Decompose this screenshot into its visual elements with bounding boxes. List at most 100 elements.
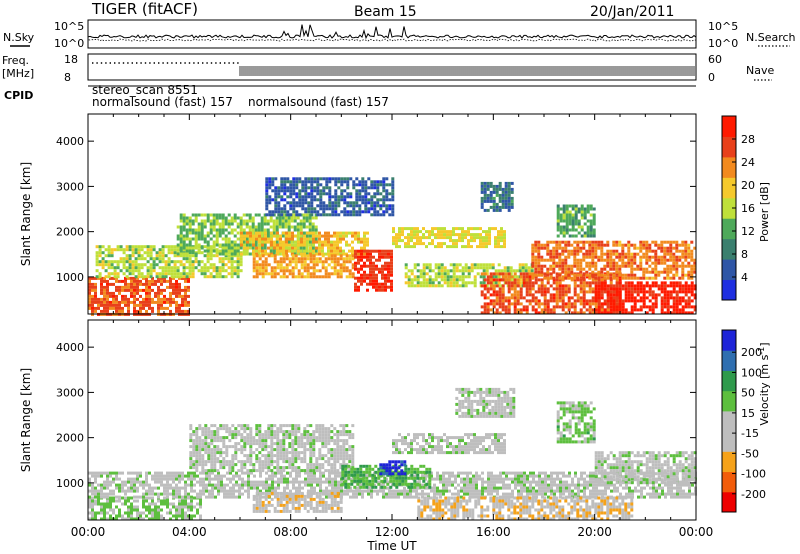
echo-cell (434, 278, 438, 282)
echo-cell (669, 296, 673, 300)
echo-cell (555, 249, 559, 253)
echo-cell (247, 480, 250, 484)
echo-cell (615, 264, 619, 268)
echo-cell (300, 243, 303, 247)
echo-cell (145, 309, 148, 313)
echo-cell (606, 270, 610, 274)
echo-cell (164, 245, 168, 249)
echo-cell (401, 239, 404, 243)
echo-cell (443, 233, 446, 237)
echo-cell (265, 183, 269, 187)
echo-cell (185, 231, 189, 235)
echo-cell (310, 195, 314, 199)
echo-cell (591, 252, 595, 256)
echo-cell (483, 311, 487, 315)
echo-cell (516, 290, 520, 294)
echo-cell (296, 237, 300, 241)
echo-cell (510, 296, 514, 300)
echo-cell (562, 225, 566, 229)
echo-cell (134, 266, 138, 270)
echo-cell (494, 227, 497, 231)
echo-cell (486, 296, 490, 300)
echo-cell (270, 231, 273, 235)
echo-cell (588, 302, 592, 306)
echo-cell (672, 296, 676, 300)
echo-cell (296, 225, 300, 229)
echo-cell (525, 308, 529, 312)
echo-cell (336, 260, 340, 264)
echo-cell (310, 183, 314, 187)
echo-cell (390, 267, 393, 271)
echo-cell (381, 252, 384, 256)
echo-cell (540, 246, 544, 250)
echo-cell (273, 234, 276, 238)
echo-cell (318, 246, 321, 250)
echo-cell (91, 471, 94, 475)
echo-cell (306, 263, 310, 267)
echo-cell (597, 305, 601, 309)
echo-cell (600, 273, 604, 277)
echo-cell (363, 237, 366, 241)
echo-cell (609, 276, 613, 280)
echo-cell (648, 284, 652, 288)
echo-cell (312, 269, 316, 273)
echo-cell (675, 249, 679, 253)
echo-cell (243, 246, 246, 250)
echo-cell (488, 242, 491, 246)
echo-cell (127, 297, 130, 301)
echo-cell (309, 260, 313, 264)
echo-cell (297, 240, 300, 244)
echo-cell (169, 511, 172, 515)
echo-cell (592, 219, 596, 223)
echo-cell (146, 245, 150, 249)
echo-cell (218, 213, 222, 217)
echo-cell (370, 201, 374, 205)
echo-cell (360, 240, 363, 244)
echo-cell (546, 311, 550, 315)
echo-cell (278, 222, 282, 226)
echo-cell (196, 511, 199, 515)
echo-cell (579, 246, 583, 250)
echo-cell (292, 210, 296, 214)
echo-cell (324, 272, 328, 276)
echo-cell (283, 180, 287, 184)
echo-cell (687, 311, 691, 315)
echo-cell (600, 275, 604, 279)
echo-cell (333, 269, 337, 273)
echo-cell (621, 308, 625, 312)
echo-cell (200, 269, 204, 273)
echo-cell (271, 183, 275, 187)
echo-cell (242, 228, 246, 232)
echo-cell (464, 236, 467, 240)
echo-cell (425, 245, 428, 249)
echo-cell (157, 297, 160, 301)
echo-cell (636, 252, 640, 256)
echo-cell (149, 251, 153, 255)
echo-cell (315, 257, 319, 261)
echo-cell (298, 189, 302, 193)
echo-cell (249, 237, 252, 241)
echo-cell (606, 240, 610, 244)
echo-cell (173, 269, 177, 273)
echo-cell (296, 216, 300, 220)
echo-cell (681, 311, 685, 315)
beam-title: Beam 15 (354, 4, 417, 20)
echo-cell (203, 234, 207, 238)
echo-cell (612, 249, 616, 253)
echo-cell (124, 300, 127, 304)
echo-cell (525, 290, 529, 294)
echo-cell (268, 183, 272, 187)
echo-cell (678, 255, 682, 259)
echo-cell (176, 248, 180, 252)
echo-cell (492, 293, 496, 297)
echo-cell (687, 246, 691, 250)
echo-cell (151, 279, 154, 283)
echo-cell (169, 282, 172, 286)
echo-cell (334, 213, 338, 217)
echo-cell (470, 239, 473, 243)
echo-cell (564, 267, 568, 271)
echo-cell (119, 269, 123, 273)
echo-cell (525, 272, 529, 276)
echo-cell (690, 284, 694, 288)
echo-cell (489, 287, 493, 291)
